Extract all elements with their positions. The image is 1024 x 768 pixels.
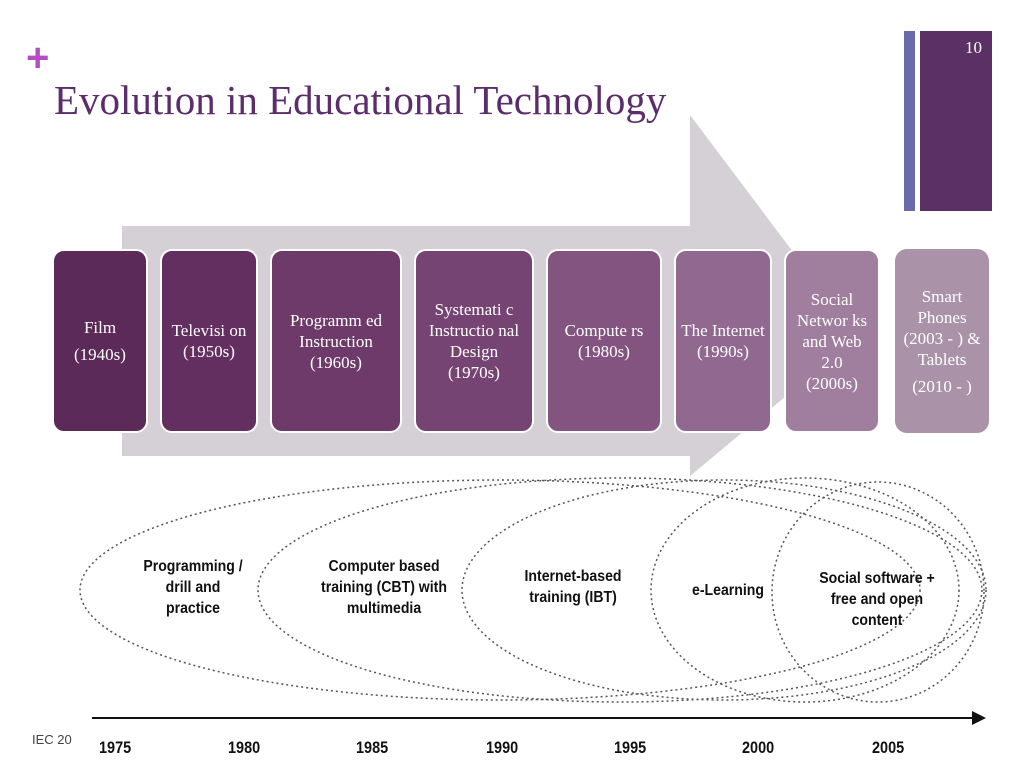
tech-box-film: Film (1940s) — [52, 249, 148, 433]
tech-box-computers: Compute rs (1980s) — [546, 249, 662, 433]
tech-box-programmed-instruction-period: (1960s) — [310, 352, 362, 372]
tech-box-programmed-instruction-name: Programm ed Instruction — [289, 310, 383, 351]
tech-box-systematic-design-name: Systemati c Instructio nal Design — [428, 300, 520, 361]
tech-box-systematic-design: Systemati c Instructio nal Design (1970s… — [414, 249, 534, 433]
year-1990: 1990 — [486, 738, 519, 757]
year-2000: 2000 — [742, 738, 775, 757]
tech-box-internet-period: (1990s) — [697, 342, 749, 361]
era-ellipse-elearning — [650, 477, 960, 703]
tech-box-computers-name: Compute rs — [564, 321, 644, 340]
accent-bar-thin — [904, 31, 915, 211]
year-1985: 1985 — [356, 738, 389, 757]
era-ellipse-programming — [79, 479, 921, 701]
year-1995: 1995 — [614, 738, 647, 757]
tech-box-social-networks: Social Networ ks and Web 2.0 (2000s) — [784, 249, 880, 433]
year-1980: 1980 — [228, 738, 261, 757]
era-ellipse-cbt — [257, 477, 983, 703]
era-label-elearning: e-Learning — [692, 582, 764, 599]
timeline-arrowhead — [972, 711, 986, 725]
era-ellipse-ibt — [461, 479, 987, 701]
year-1975: 1975 — [99, 738, 132, 757]
tech-box-social-networks-name: Social Networ ks and Web 2.0 — [796, 289, 868, 372]
plus-mark: + — [26, 36, 50, 80]
era-label-programming: Programming / drill and practice — [143, 558, 243, 617]
tech-box-programmed-instruction: Programm ed Instruction (1960s) — [270, 249, 402, 433]
era-ellipse-social — [771, 481, 985, 703]
footer-text: IEC 20 — [32, 732, 72, 747]
era-label-ibt: Internet-based training (IBT) — [524, 568, 622, 606]
tech-box-television: Televisi on (1950s) — [160, 249, 258, 433]
tech-box-film-name: Film — [83, 318, 117, 337]
tech-box-internet-name: The Internet — [681, 321, 765, 340]
tech-box-television-period: (1950s) — [183, 342, 235, 361]
tech-box-television-name: Televisi on — [171, 321, 247, 340]
tech-box-social-networks-period: (2000s) — [806, 373, 858, 393]
tech-box-computers-period: (1980s) — [578, 342, 630, 361]
slide-title: Evolution in Educational Technology — [54, 77, 667, 123]
accent-bar-thick — [920, 31, 992, 211]
tech-box-systematic-design-period: (1970s) — [448, 363, 500, 382]
year-2005: 2005 — [872, 738, 905, 757]
tech-box-internet: The Internet (1990s) — [674, 249, 772, 433]
era-label-social: Social software + free and open content — [819, 570, 935, 629]
tech-box-smartphones: Smart Phones (2003 - ) & Tablets (2010 -… — [895, 249, 989, 433]
tech-box-smartphones-name: Smart Phones (2003 - ) & Tablets — [903, 286, 981, 369]
tech-box-film-period: (1940s) — [74, 345, 126, 364]
page-number: 10 — [965, 38, 982, 57]
tech-box-smartphones-period: (2010 - ) — [912, 376, 972, 396]
era-label-cbt: Computer based training (CBT) with multi… — [321, 558, 447, 617]
